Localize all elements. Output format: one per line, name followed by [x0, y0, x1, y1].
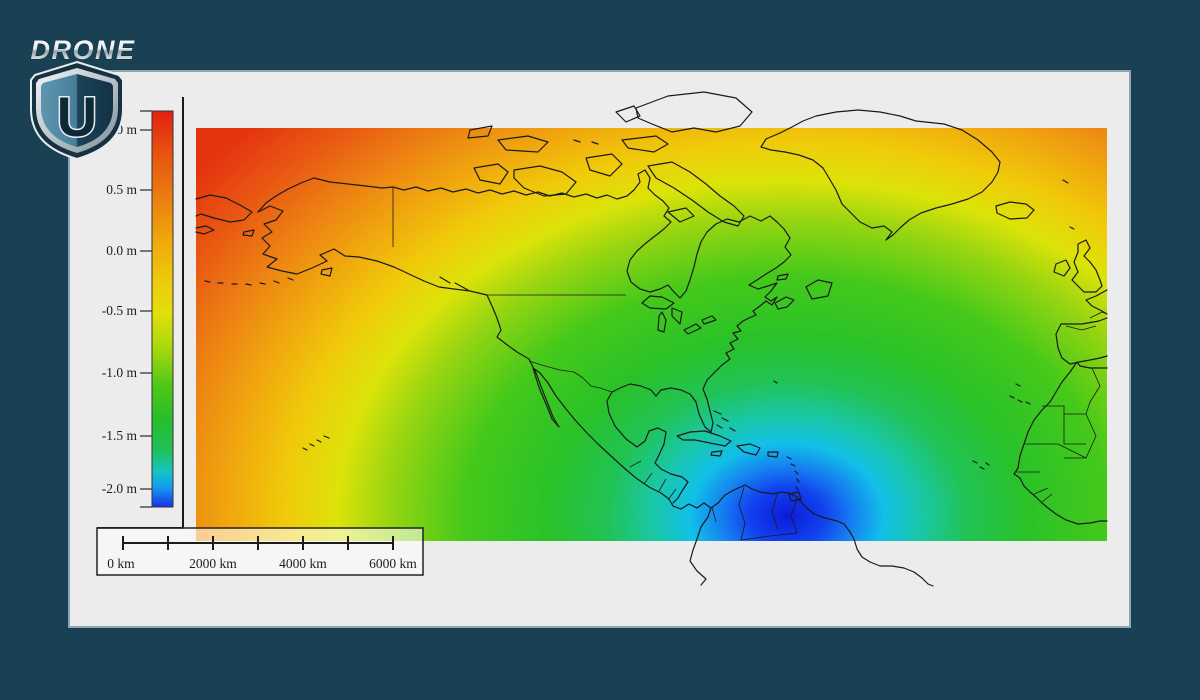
colorbar-label: 0.0 m	[106, 243, 137, 258]
scalebar-labels: 0 km 2000 km 4000 km 6000 km	[107, 556, 417, 571]
map-area	[195, 91, 1108, 587]
colorbar-label: -1.0 m	[102, 365, 138, 380]
colorbar-legend: 1.0 m 0.5 m 0.0 m -0.5 m -1.0 m -1.5 m -…	[102, 110, 174, 508]
shield-icon: U	[30, 60, 124, 161]
colorbar-label: -0.5 m	[102, 303, 138, 318]
distance-scalebar: 0 km 2000 km 4000 km 6000 km	[96, 527, 424, 576]
political-borders	[392, 188, 1108, 541]
scalebar-label: 0 km	[107, 556, 135, 571]
scalebar-ruler	[122, 536, 394, 550]
coastlines	[195, 91, 1108, 587]
colorbar-label: 0.5 m	[106, 182, 137, 197]
colorbar-label: -1.5 m	[102, 428, 138, 443]
colorbar-gradient	[151, 110, 174, 508]
colorbar-label: -2.0 m	[102, 481, 138, 496]
us-mexico-border	[528, 360, 613, 393]
logo-wordmark: DRONE	[30, 35, 135, 65]
colorbar-ticks	[140, 110, 152, 508]
scalebar-box	[96, 527, 424, 576]
drone-u-logo: DRONE U	[30, 35, 135, 161]
logo-letter: U	[57, 85, 97, 148]
colorbar-tick-labels: 1.0 m 0.5 m 0.0 m -0.5 m -1.0 m -1.5 m -…	[102, 122, 138, 496]
scalebar-label: 6000 km	[369, 556, 417, 571]
scalebar-label: 2000 km	[189, 556, 237, 571]
scalebar-label: 4000 km	[279, 556, 327, 571]
geoid-anomaly-raster	[196, 128, 1107, 541]
